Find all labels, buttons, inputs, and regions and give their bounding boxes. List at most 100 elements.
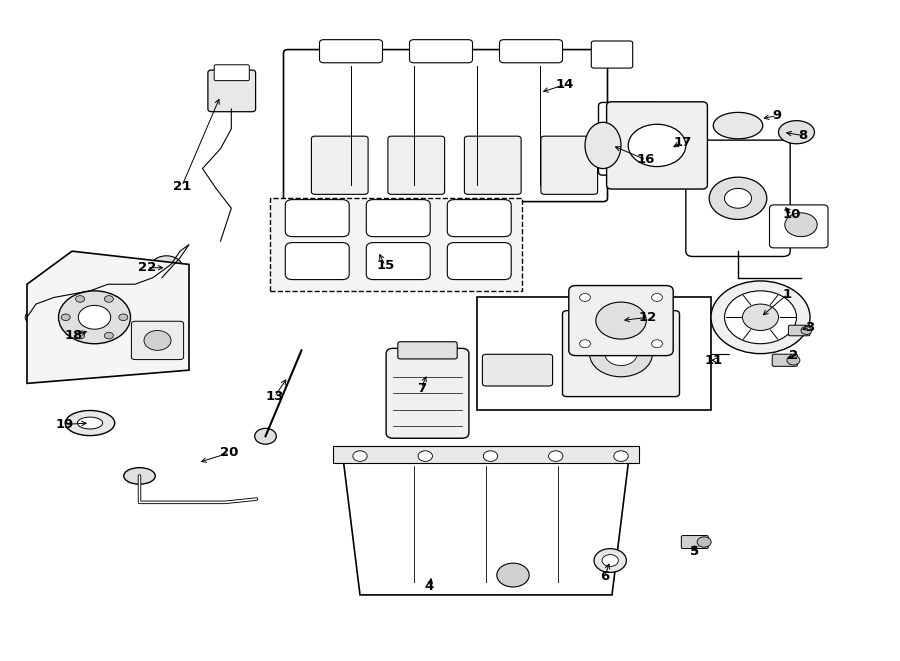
FancyBboxPatch shape xyxy=(500,40,562,63)
Ellipse shape xyxy=(77,417,103,429)
Circle shape xyxy=(628,124,686,167)
Ellipse shape xyxy=(585,122,621,169)
Text: 12: 12 xyxy=(639,311,657,324)
Text: 14: 14 xyxy=(556,78,574,91)
Text: 21: 21 xyxy=(173,180,191,193)
Circle shape xyxy=(144,330,171,350)
Bar xyxy=(270,198,522,291)
FancyBboxPatch shape xyxy=(569,286,673,356)
Text: 13: 13 xyxy=(266,390,284,403)
Circle shape xyxy=(709,177,767,219)
Text: 4: 4 xyxy=(425,580,434,594)
Circle shape xyxy=(52,296,74,312)
FancyBboxPatch shape xyxy=(410,40,472,63)
FancyBboxPatch shape xyxy=(591,41,633,68)
Ellipse shape xyxy=(778,120,814,143)
Circle shape xyxy=(76,295,85,302)
Circle shape xyxy=(801,327,812,334)
FancyBboxPatch shape xyxy=(398,342,457,359)
Circle shape xyxy=(787,356,800,365)
Text: 22: 22 xyxy=(138,261,156,274)
Circle shape xyxy=(104,332,113,339)
Text: 18: 18 xyxy=(65,329,83,342)
Ellipse shape xyxy=(124,468,155,484)
Text: 2: 2 xyxy=(789,349,798,362)
FancyBboxPatch shape xyxy=(770,205,828,248)
FancyBboxPatch shape xyxy=(686,140,790,256)
Circle shape xyxy=(594,549,626,572)
Circle shape xyxy=(353,451,367,461)
FancyBboxPatch shape xyxy=(285,200,349,237)
Circle shape xyxy=(61,314,70,321)
Text: 8: 8 xyxy=(798,129,807,142)
Ellipse shape xyxy=(713,112,763,139)
Circle shape xyxy=(652,293,662,301)
FancyBboxPatch shape xyxy=(447,243,511,280)
Text: 20: 20 xyxy=(220,446,238,459)
Circle shape xyxy=(785,213,817,237)
Text: 10: 10 xyxy=(783,208,801,221)
Bar xyxy=(333,446,639,463)
FancyBboxPatch shape xyxy=(388,136,445,194)
Circle shape xyxy=(711,281,810,354)
Circle shape xyxy=(742,304,778,330)
Circle shape xyxy=(79,283,101,299)
FancyBboxPatch shape xyxy=(541,136,598,194)
Circle shape xyxy=(25,309,47,325)
Circle shape xyxy=(602,555,618,566)
FancyBboxPatch shape xyxy=(482,354,553,386)
FancyBboxPatch shape xyxy=(320,40,382,63)
FancyBboxPatch shape xyxy=(285,243,349,280)
Circle shape xyxy=(255,428,276,444)
Circle shape xyxy=(76,332,85,339)
Circle shape xyxy=(418,451,433,461)
FancyBboxPatch shape xyxy=(386,348,469,438)
Text: 3: 3 xyxy=(806,321,814,334)
Ellipse shape xyxy=(65,410,115,436)
FancyBboxPatch shape xyxy=(284,50,608,202)
FancyBboxPatch shape xyxy=(607,102,707,189)
FancyBboxPatch shape xyxy=(464,136,521,194)
FancyBboxPatch shape xyxy=(681,535,708,549)
Circle shape xyxy=(598,116,662,162)
FancyBboxPatch shape xyxy=(447,200,511,237)
Text: 6: 6 xyxy=(600,570,609,583)
Circle shape xyxy=(724,291,796,344)
Circle shape xyxy=(119,314,128,321)
FancyBboxPatch shape xyxy=(562,311,680,397)
Circle shape xyxy=(78,305,111,329)
Text: 16: 16 xyxy=(637,153,655,167)
Text: 11: 11 xyxy=(705,354,723,367)
Circle shape xyxy=(548,451,563,461)
Circle shape xyxy=(652,340,662,348)
Text: 17: 17 xyxy=(673,136,691,149)
FancyBboxPatch shape xyxy=(131,321,184,360)
Polygon shape xyxy=(27,251,189,383)
Circle shape xyxy=(150,256,183,280)
FancyBboxPatch shape xyxy=(311,136,368,194)
FancyBboxPatch shape xyxy=(366,200,430,237)
Circle shape xyxy=(58,291,130,344)
Text: 9: 9 xyxy=(772,109,781,122)
Circle shape xyxy=(483,451,498,461)
FancyBboxPatch shape xyxy=(366,243,430,280)
Text: 19: 19 xyxy=(56,418,74,431)
Text: 15: 15 xyxy=(376,259,394,272)
Bar xyxy=(477,297,711,410)
Text: 7: 7 xyxy=(417,381,426,395)
Circle shape xyxy=(590,330,652,377)
Text: 1: 1 xyxy=(783,288,792,301)
Circle shape xyxy=(614,451,628,461)
FancyBboxPatch shape xyxy=(772,354,797,366)
FancyBboxPatch shape xyxy=(214,65,249,81)
FancyBboxPatch shape xyxy=(598,102,662,175)
Polygon shape xyxy=(342,449,630,595)
Circle shape xyxy=(104,295,113,302)
FancyBboxPatch shape xyxy=(208,70,256,112)
Circle shape xyxy=(580,340,590,348)
Circle shape xyxy=(497,563,529,587)
Circle shape xyxy=(698,537,711,547)
Circle shape xyxy=(724,188,751,208)
Circle shape xyxy=(605,342,637,366)
FancyBboxPatch shape xyxy=(788,325,810,336)
